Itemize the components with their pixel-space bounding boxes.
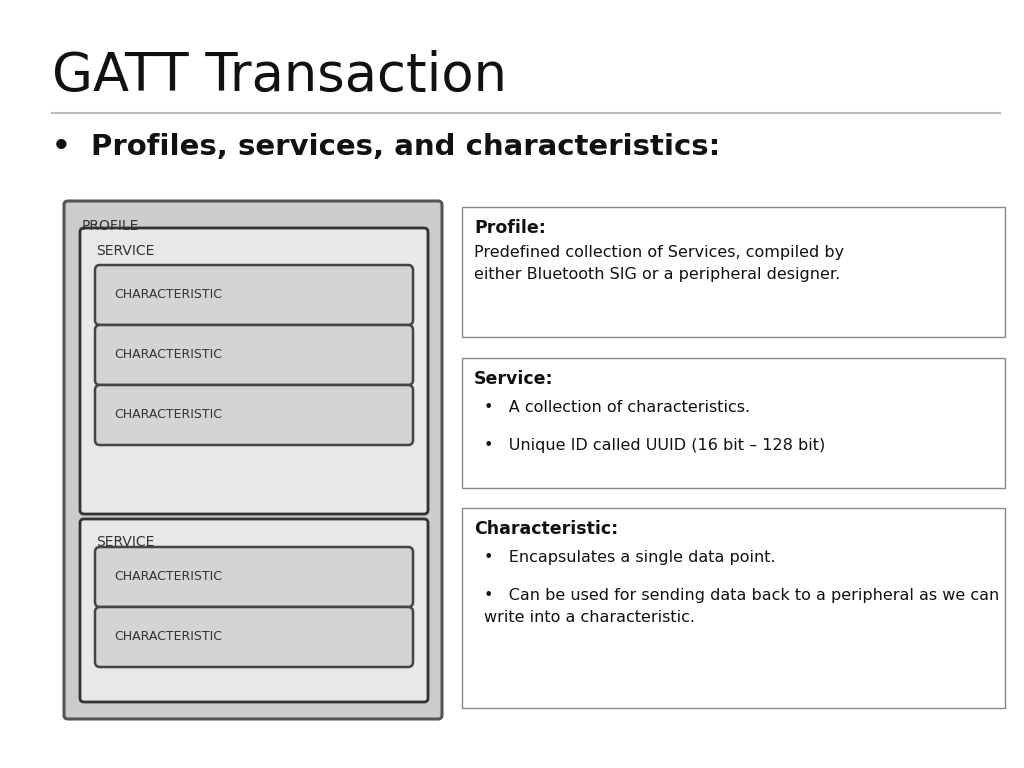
FancyBboxPatch shape xyxy=(63,201,442,719)
Text: •  Profiles, services, and characteristics:: • Profiles, services, and characteristic… xyxy=(52,133,720,161)
Text: Service:: Service: xyxy=(474,370,554,388)
Text: GATT Transaction: GATT Transaction xyxy=(52,50,507,102)
Text: SERVICE: SERVICE xyxy=(96,535,155,549)
Text: Characteristic:: Characteristic: xyxy=(474,520,618,538)
Text: Profile:: Profile: xyxy=(474,219,546,237)
Text: •   A collection of characteristics.: • A collection of characteristics. xyxy=(484,400,751,415)
FancyBboxPatch shape xyxy=(462,508,1005,708)
FancyBboxPatch shape xyxy=(95,325,413,385)
FancyBboxPatch shape xyxy=(80,519,428,702)
Text: CHARACTERISTIC: CHARACTERISTIC xyxy=(114,349,222,362)
Text: PROFILE: PROFILE xyxy=(82,219,139,233)
FancyBboxPatch shape xyxy=(462,358,1005,488)
Text: •   Unique ID called UUID (16 bit – 128 bit): • Unique ID called UUID (16 bit – 128 bi… xyxy=(484,438,825,453)
Text: SERVICE: SERVICE xyxy=(96,244,155,258)
Text: •   Encapsulates a single data point.: • Encapsulates a single data point. xyxy=(484,550,775,565)
FancyBboxPatch shape xyxy=(462,207,1005,337)
Text: CHARACTERISTIC: CHARACTERISTIC xyxy=(114,571,222,584)
FancyBboxPatch shape xyxy=(95,385,413,445)
FancyBboxPatch shape xyxy=(95,265,413,325)
FancyBboxPatch shape xyxy=(80,228,428,514)
FancyBboxPatch shape xyxy=(95,607,413,667)
FancyBboxPatch shape xyxy=(95,547,413,607)
Text: •   Can be used for sending data back to a peripheral as we can write into a cha: • Can be used for sending data back to a… xyxy=(484,588,999,624)
Text: CHARACTERISTIC: CHARACTERISTIC xyxy=(114,289,222,302)
Text: CHARACTERISTIC: CHARACTERISTIC xyxy=(114,409,222,422)
Text: Predefined collection of Services, compiled by
either Bluetooth SIG or a periphe: Predefined collection of Services, compi… xyxy=(474,245,844,282)
Text: CHARACTERISTIC: CHARACTERISTIC xyxy=(114,631,222,644)
